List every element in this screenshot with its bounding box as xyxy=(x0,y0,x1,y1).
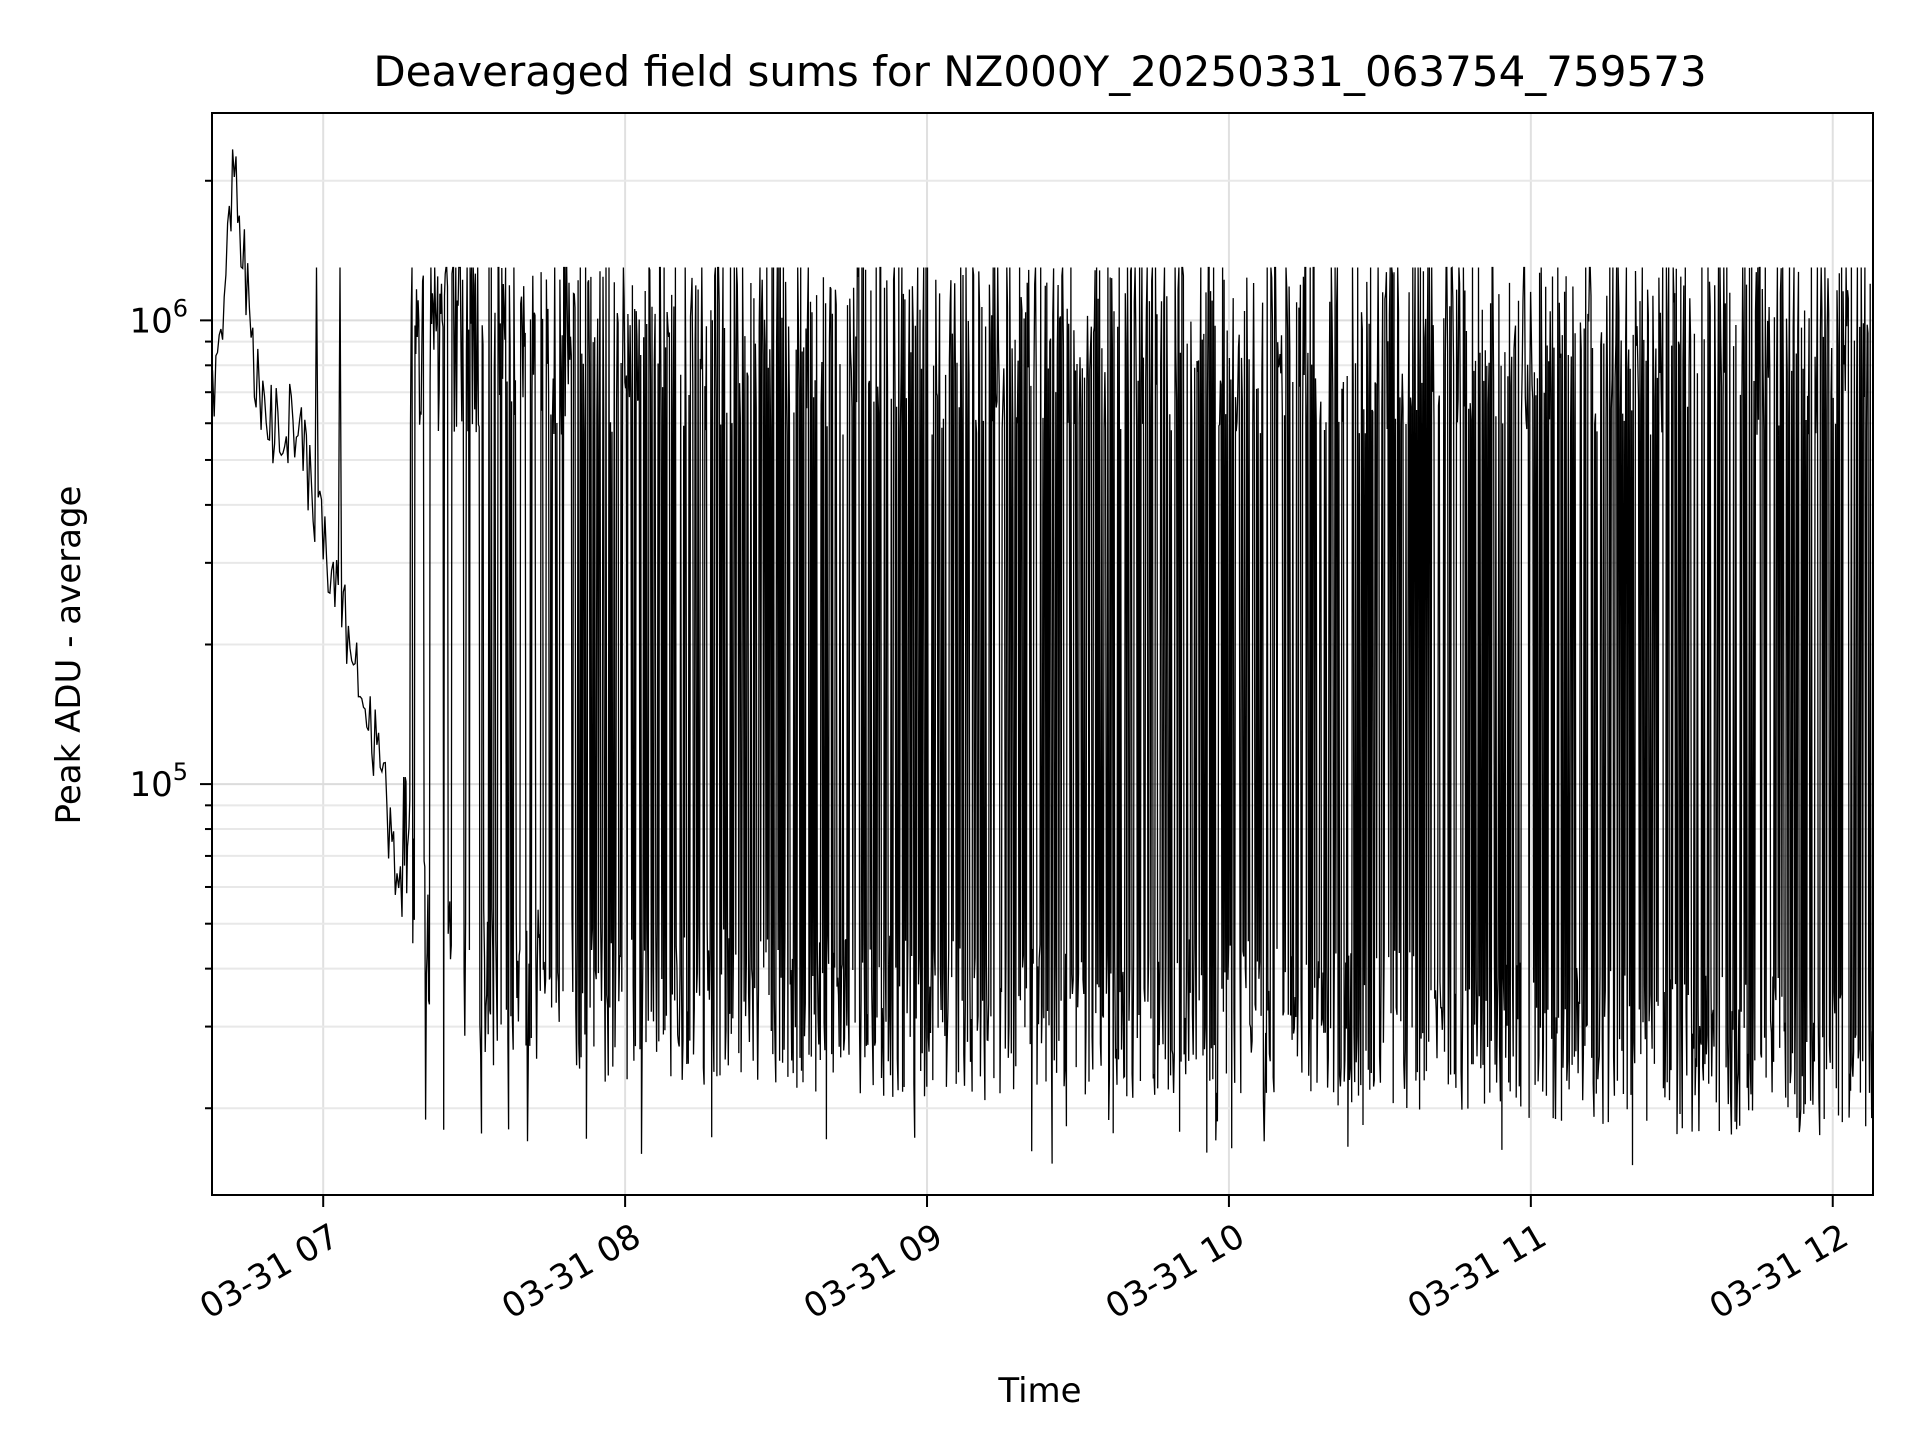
y-tick-exponent: 5 xyxy=(173,758,188,786)
y-tick-label: 106 xyxy=(129,294,188,341)
y-tick-base: 10 xyxy=(129,301,172,341)
data-line xyxy=(211,149,1874,1166)
y-tick-label: 105 xyxy=(129,758,188,805)
x-axis-label: Time xyxy=(997,1371,1081,1411)
y-tick-exponent: 6 xyxy=(173,294,188,322)
plot-frame xyxy=(211,112,1874,1196)
data-series xyxy=(211,149,1874,1166)
chart-title: Deaveraged field sums for NZ000Y_2025033… xyxy=(373,47,1706,96)
y-axis-label: Peak ADU - average xyxy=(49,486,89,825)
y-tick-base: 10 xyxy=(129,765,172,805)
